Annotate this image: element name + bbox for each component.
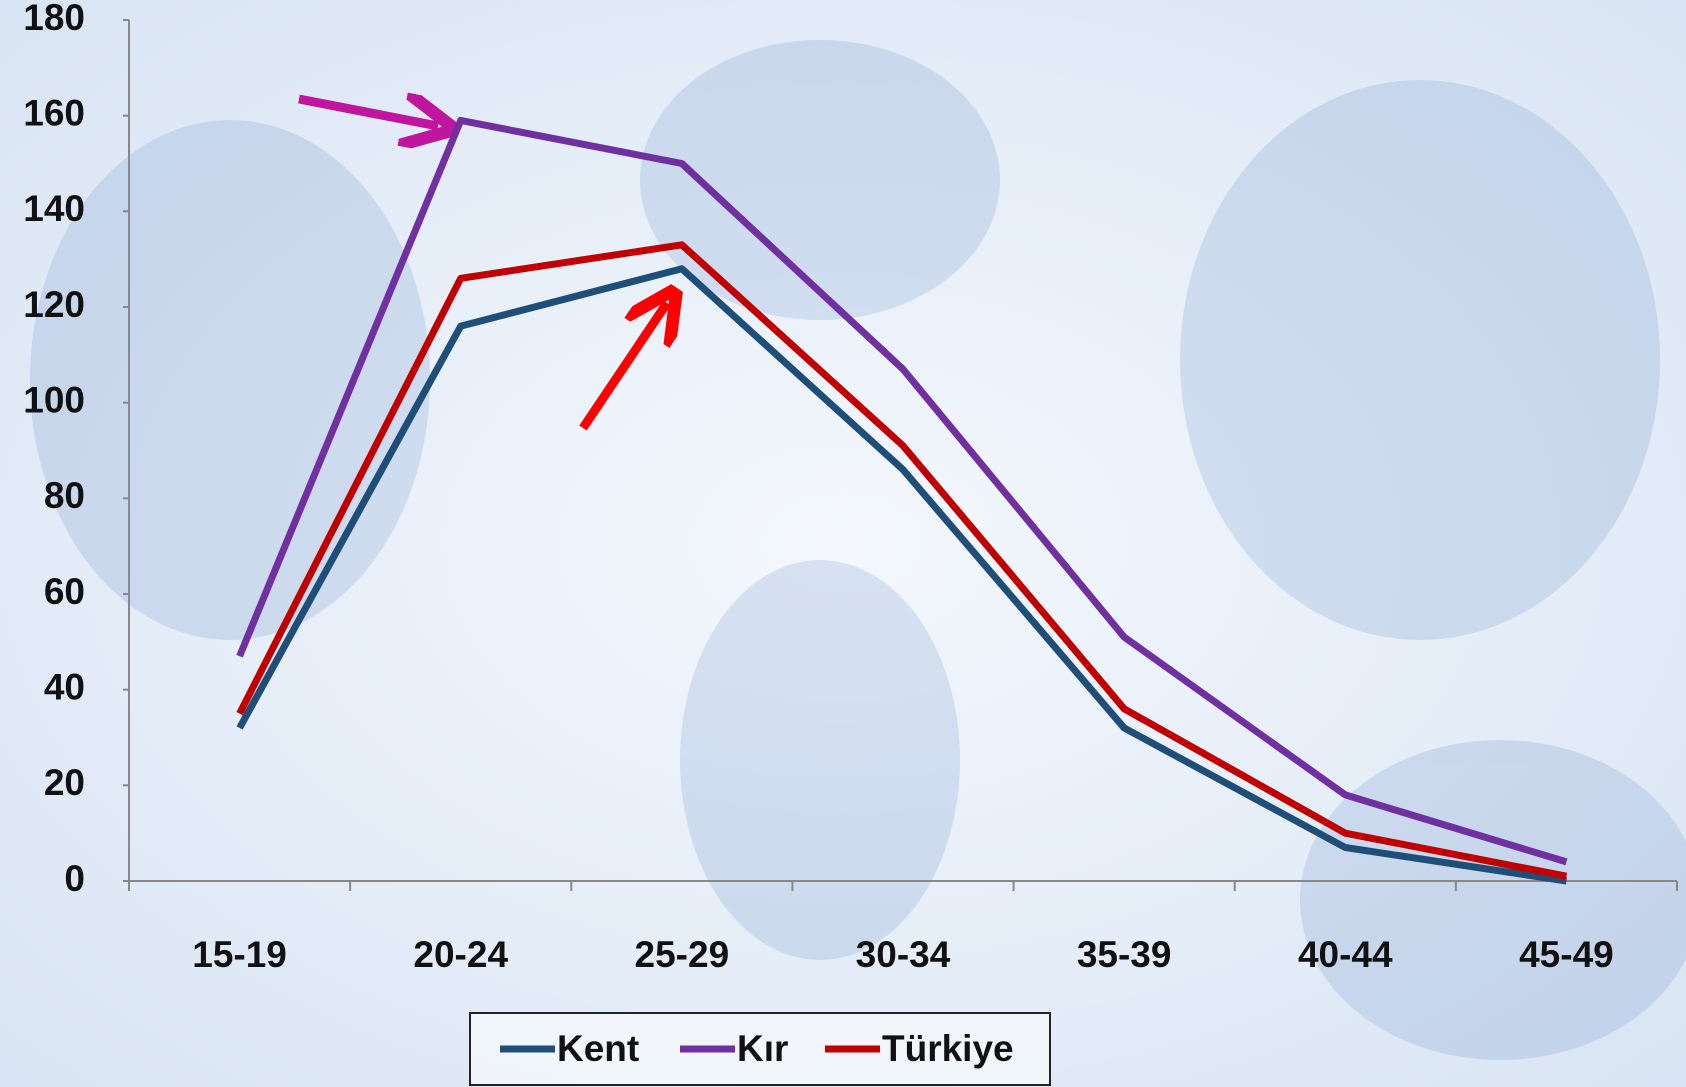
annotation-arrow	[579, 303, 667, 431]
y-tick-label: 100	[23, 379, 85, 420]
y-tick-label: 160	[23, 92, 85, 133]
y-tick-label: 0	[64, 858, 85, 899]
line-series	[236, 241, 1568, 880]
annotation-arrow	[298, 99, 438, 126]
line-series	[236, 265, 1567, 885]
y-tick-label: 40	[44, 666, 85, 707]
legend-box	[469, 1012, 1051, 1086]
x-tick-label: 40-44	[1298, 934, 1393, 975]
x-tick-label: 35-39	[1077, 934, 1172, 975]
x-tick-label: 30-34	[856, 934, 951, 975]
x-tick-label: 25-29	[635, 934, 730, 975]
line-series	[236, 116, 1568, 866]
y-tick-label: 60	[44, 571, 85, 612]
y-tick-label: 20	[44, 762, 85, 803]
legend-label: Kır	[737, 1028, 788, 1069]
y-tick-label: 80	[44, 475, 85, 516]
y-tick-label: 120	[23, 284, 85, 325]
x-tick-label: 20-24	[413, 934, 508, 975]
legend-label: Kent	[557, 1028, 639, 1069]
legend-label: Türkiye	[882, 1028, 1014, 1069]
x-tick-label: 15-19	[192, 934, 287, 975]
x-tick-label: 45-49	[1519, 934, 1614, 975]
y-tick-label: 180	[23, 0, 85, 38]
y-tick-label: 140	[23, 188, 85, 229]
